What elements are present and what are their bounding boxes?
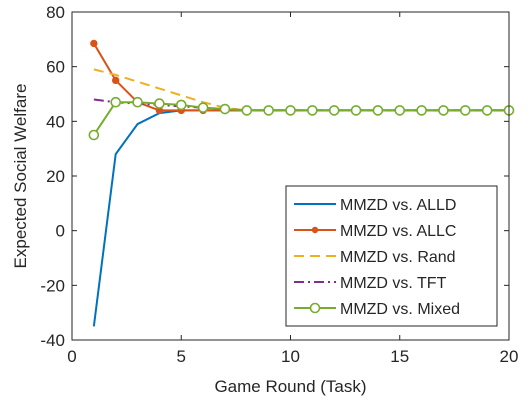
y-tick-label: 0 [56, 222, 65, 241]
legend-label: MMZD vs. ALLD [340, 197, 456, 214]
legend-box [285, 185, 498, 327]
legend-item: MMZD vs. TFT [294, 275, 447, 292]
data-point [459, 105, 471, 116]
legend-marker [311, 226, 319, 234]
data-point [372, 105, 384, 116]
y-tick-label: -20 [40, 276, 65, 295]
data-point [197, 102, 209, 113]
data-point [438, 105, 449, 116]
legend-label: MMZD vs. Rand [340, 249, 456, 266]
x-tick-label: 20 [500, 347, 519, 366]
data-point [328, 105, 340, 116]
data-point [90, 39, 98, 48]
x-tick-label: 15 [390, 347, 409, 366]
legend-item: MMZD vs. ALLC [294, 223, 456, 240]
y-tick-label: 20 [46, 167, 65, 186]
data-point [154, 98, 165, 109]
x-tick-label: 10 [281, 347, 300, 366]
legend-item: MMZD vs. Mixed [294, 301, 460, 318]
data-point [112, 76, 120, 85]
y-tick-label: 60 [46, 58, 65, 77]
y-tick-label: -40 [40, 331, 65, 350]
legend-item: MMZD vs. ALLD [294, 197, 456, 214]
y-axis-label: Expected Social Welfare [11, 84, 30, 269]
data-point [88, 129, 100, 141]
data-point [219, 103, 231, 115]
legend-item: MMZD vs. Rand [294, 249, 456, 266]
series-layer [88, 39, 515, 327]
legend-marker [309, 302, 321, 314]
legend-label: MMZD vs. Mixed [340, 301, 460, 318]
legend: MMZD vs. ALLD MMZD vs. ALLC MMZD vs. Rand M… [285, 185, 498, 327]
tick-layer: 0 5 10 15 20 -40 -20 0 20 40 60 80 [40, 3, 518, 366]
y-tick-label: 80 [46, 3, 65, 22]
data-point [307, 105, 318, 116]
data-point [263, 105, 274, 116]
series-mmzd-vs-mixed [88, 96, 515, 141]
data-point [285, 105, 296, 116]
legend-label: MMZD vs. ALLC [340, 223, 456, 240]
data-point [394, 105, 406, 116]
data-point [132, 96, 143, 108]
data-point [481, 105, 493, 116]
data-point [110, 96, 121, 108]
x-tick-label: 0 [67, 347, 76, 366]
legend-label: MMZD vs. TFT [340, 275, 447, 292]
data-point [241, 105, 253, 116]
data-point [350, 105, 362, 116]
data-point [416, 105, 427, 116]
x-tick-label: 5 [177, 347, 186, 366]
y-tick-label: 40 [46, 112, 65, 131]
x-axis-label: Game Round (Task) [214, 377, 366, 396]
data-point [175, 99, 187, 111]
